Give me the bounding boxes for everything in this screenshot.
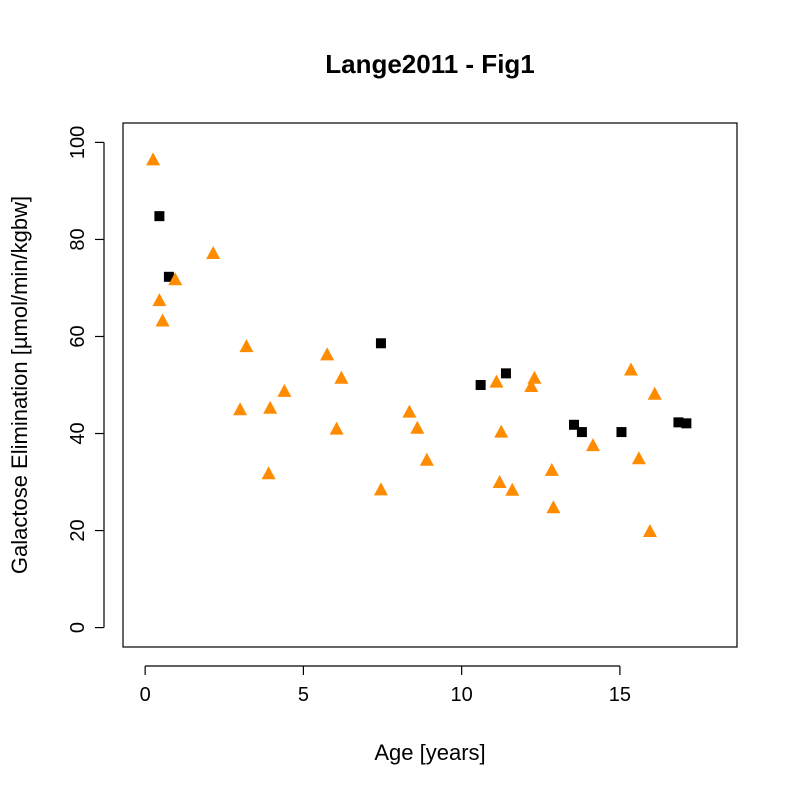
triangle-point [320, 347, 335, 361]
square-point [500, 368, 511, 379]
chart-title: Lange2011 - Fig1 [325, 49, 535, 79]
square-point [569, 419, 580, 430]
y-tick-label: 100 [67, 126, 89, 159]
y-tick-label: 20 [67, 519, 89, 541]
triangle-point [631, 451, 646, 465]
x-axis-label: Age [years] [374, 740, 485, 765]
triangle-point [155, 313, 170, 327]
triangle-point [329, 421, 344, 435]
triangle-point [527, 370, 542, 384]
triangle-point [168, 272, 183, 286]
triangle-point [146, 152, 161, 166]
triangle-point [373, 482, 388, 496]
triangle-point [402, 404, 417, 418]
triangle-point [419, 452, 434, 466]
data-points [146, 152, 692, 538]
triangle-point [152, 293, 167, 307]
square-point [475, 380, 486, 390]
square-point [576, 427, 587, 438]
triangle-point [233, 402, 248, 416]
y-tick-label: 80 [67, 228, 89, 250]
y-axis-label: Galactose Elimination [µmol/min/kgbw] [7, 196, 32, 574]
square-point [616, 427, 627, 438]
y-tick-label: 60 [67, 325, 89, 347]
triangle-point [494, 424, 509, 438]
triangle-point [642, 524, 657, 538]
x-tick-label: 15 [609, 684, 631, 706]
triangle-point [647, 386, 662, 400]
square-point [375, 338, 386, 349]
square-point [681, 418, 692, 429]
triangle-point [544, 462, 559, 476]
x-tick-label: 5 [298, 684, 309, 706]
triangle-point [334, 370, 349, 384]
triangle-point [546, 500, 561, 514]
triangle-point [206, 246, 221, 260]
triangle-point [489, 374, 504, 388]
y-tick-label: 40 [67, 422, 89, 444]
triangle-point [505, 482, 520, 496]
triangle-point [239, 339, 254, 353]
triangle-point [492, 475, 507, 489]
square-point [163, 271, 174, 282]
triangle-point [524, 378, 539, 392]
x-tick-label: 10 [451, 684, 473, 706]
square-point [673, 417, 684, 428]
y-tick-label: 0 [67, 622, 89, 633]
triangle-point [277, 383, 292, 397]
triangle-point [585, 438, 600, 452]
triangle-point [263, 400, 278, 414]
square-point [154, 211, 165, 222]
plot-frame [122, 122, 738, 648]
triangle-point [261, 466, 276, 480]
axes: 0 5 10 15 0 20 40 60 80 100 [67, 126, 631, 706]
x-tick-label: 0 [140, 684, 151, 706]
triangle-point [623, 362, 638, 376]
triangle-point [410, 420, 425, 434]
